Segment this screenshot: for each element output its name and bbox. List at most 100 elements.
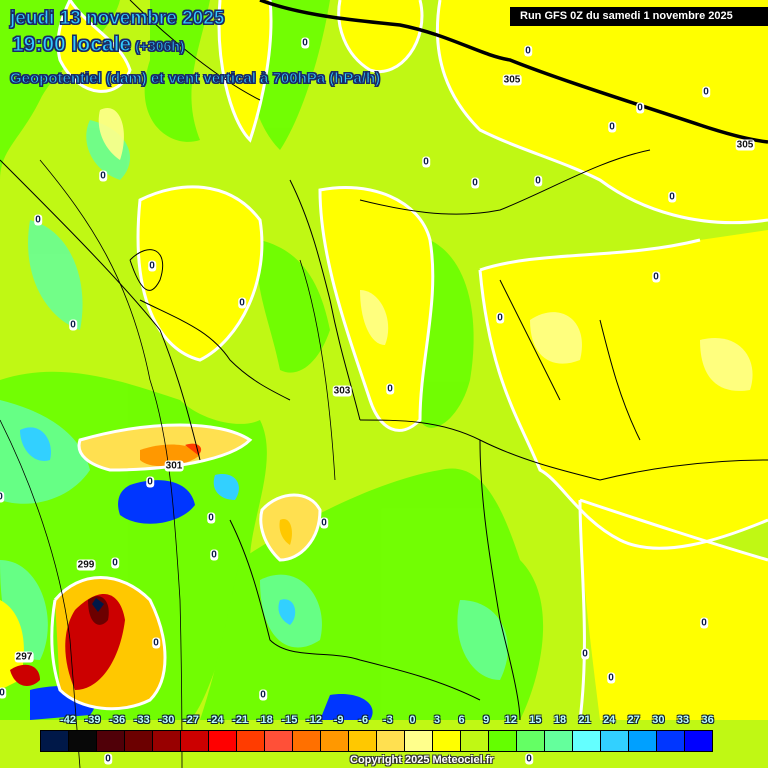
vertical-wind-contour-label: 0	[700, 617, 708, 629]
pale-yellow-cells	[98, 108, 753, 391]
geopotential-contour-label: 303	[332, 385, 352, 397]
colorbar-swatch	[629, 731, 657, 751]
colorbar-tick-label: 12	[504, 714, 517, 726]
vertical-wind-contour-label: 0	[636, 102, 644, 114]
colorbar-swatch	[573, 731, 601, 751]
colorbar-swatch	[349, 731, 377, 751]
geopotential-contour-label: 305	[502, 74, 522, 86]
colorbar-tick-label: -27	[183, 714, 199, 726]
geopotential-contour-label: 297	[14, 651, 34, 663]
vertical-wind-contour-label: 0	[69, 319, 77, 331]
vertical-wind-contour-label: 0	[146, 476, 154, 488]
colorbar-swatch	[181, 731, 209, 751]
vertical-wind-contour-label: 0	[581, 648, 589, 660]
colorbar-tick-label: -21	[232, 714, 249, 726]
colorbar-tick-label: -24	[207, 714, 224, 726]
teal-cells	[0, 120, 508, 680]
colorbar-swatch	[69, 731, 97, 751]
colorbar-swatch	[41, 731, 69, 751]
colorbar-swatch	[125, 731, 153, 751]
vertical-wind-contour-label: 0	[99, 170, 107, 182]
colorbar-tick-label: -3	[382, 714, 393, 726]
vertical-wind-contour-label: 0	[652, 271, 660, 283]
colorbar-tick-label: 36	[701, 714, 714, 726]
forecast-date: jeudi 13 novembre 2025	[9, 8, 225, 30]
vertical-wind-contour-label: 0	[152, 637, 160, 649]
vertical-wind-contour-label: 0	[496, 312, 504, 324]
vertical-wind-contour-label: 0	[104, 753, 112, 765]
vertical-wind-contour-label: 0	[34, 214, 42, 226]
colorbar-tick-label: 33	[676, 714, 690, 726]
colorbar-tick-label: 6	[458, 714, 465, 726]
vertical-wind-contour-label: 0	[524, 45, 532, 57]
vertical-wind-contour-label: 0	[471, 177, 479, 189]
colorbar-swatch	[293, 731, 321, 751]
vertical-wind-contour-label: 0	[702, 86, 710, 98]
colorbar-tick-label: 24	[603, 714, 616, 726]
colorbar-swatch	[517, 731, 545, 751]
vertical-wind-contour-label: 0	[259, 689, 267, 701]
vertical-wind-contour-label: 0	[320, 517, 328, 529]
vertical-wind-contour-label: 0	[608, 121, 616, 133]
forecast-time: 19:00 locale (+306h)	[11, 33, 185, 57]
vertical-wind-contour-label: 0	[238, 297, 246, 309]
colorbar-swatch	[489, 731, 517, 751]
colorbar-tick-label: 15	[529, 714, 542, 726]
colorbar-tick-label: -39	[84, 714, 101, 726]
colorbar-swatch	[545, 731, 573, 751]
vertical-wind-contour-label: 0	[148, 260, 156, 272]
parameter-title: Geopotentiel (dam) et vent vertical à 70…	[9, 70, 381, 88]
colorbar-swatch	[153, 731, 181, 751]
vertical-wind-contour-label: 0	[534, 175, 542, 187]
vertical-wind-contour-label: 0	[0, 491, 4, 503]
colorbar-tick-label: 3	[433, 714, 441, 726]
colorbar-tick-label: 27	[627, 714, 640, 726]
geopotential-contour-label: 299	[76, 559, 96, 571]
colorbar-swatch	[433, 731, 461, 751]
colorbar-tick-label: -36	[109, 714, 126, 726]
colorbar-swatch	[657, 731, 685, 751]
colorbar-swatch	[237, 731, 265, 751]
vertical-wind-contour-label: 0	[0, 687, 6, 699]
forecast-time-value: 19:00 locale	[11, 33, 132, 57]
colorbar-tick-label: 21	[578, 714, 591, 726]
colorbar-tick-label: 9	[483, 714, 490, 726]
colorbar-tick-label: -15	[281, 714, 298, 726]
forecast-offset: (+306h)	[135, 38, 185, 55]
geopotential-contours	[259, 0, 768, 144]
run-banner: Run GFS 0Z du samedi 1 novembre 2025	[510, 7, 768, 26]
colorbar-swatch	[601, 731, 629, 751]
colorbar-swatch	[97, 731, 125, 751]
vertical-wind-contour-label: 0	[607, 672, 615, 684]
zero-contours	[50, 0, 768, 721]
vertical-wind-contour-label: 0	[422, 156, 430, 168]
colorbar-swatch	[265, 731, 293, 751]
colorbar-swatch	[209, 731, 237, 751]
colorbar-swatch	[377, 731, 405, 751]
colorbar-tick-label: -42	[60, 714, 76, 726]
colorbar-swatch	[685, 731, 712, 751]
vertical-wind-contour-label: 0	[668, 191, 676, 203]
colorbar-tick-label: -6	[358, 714, 369, 726]
geopotential-contour-label: 301	[164, 460, 184, 472]
geopotential-contour-label: 305	[735, 139, 755, 151]
vertical-wind-contour-label: 0	[386, 383, 394, 395]
colorbar-swatch	[461, 731, 489, 751]
yellow-field	[0, 0, 768, 720]
colorbar-tick-label: -18	[256, 714, 273, 726]
colorbar-tick-label: 30	[652, 714, 665, 726]
colorbar-tick-label: -12	[306, 714, 322, 726]
colorbar-legend	[40, 730, 713, 752]
colorbar-tick-label: -9	[333, 714, 344, 726]
colorbar-swatch	[321, 731, 349, 751]
colorbar-tick-label: 18	[553, 714, 567, 726]
copyright-notice: Copyright 2025 Meteociel.fr	[350, 754, 494, 766]
vertical-wind-contour-label: 0	[525, 753, 533, 765]
graticule	[0, 159, 336, 768]
colorbar-swatch	[405, 731, 433, 751]
vertical-wind-contour-label: 0	[111, 557, 119, 569]
coastlines-borders	[0, 0, 768, 721]
vertical-wind-contour-label: 0	[301, 37, 309, 49]
colorbar-tick-label: -33	[133, 714, 150, 726]
